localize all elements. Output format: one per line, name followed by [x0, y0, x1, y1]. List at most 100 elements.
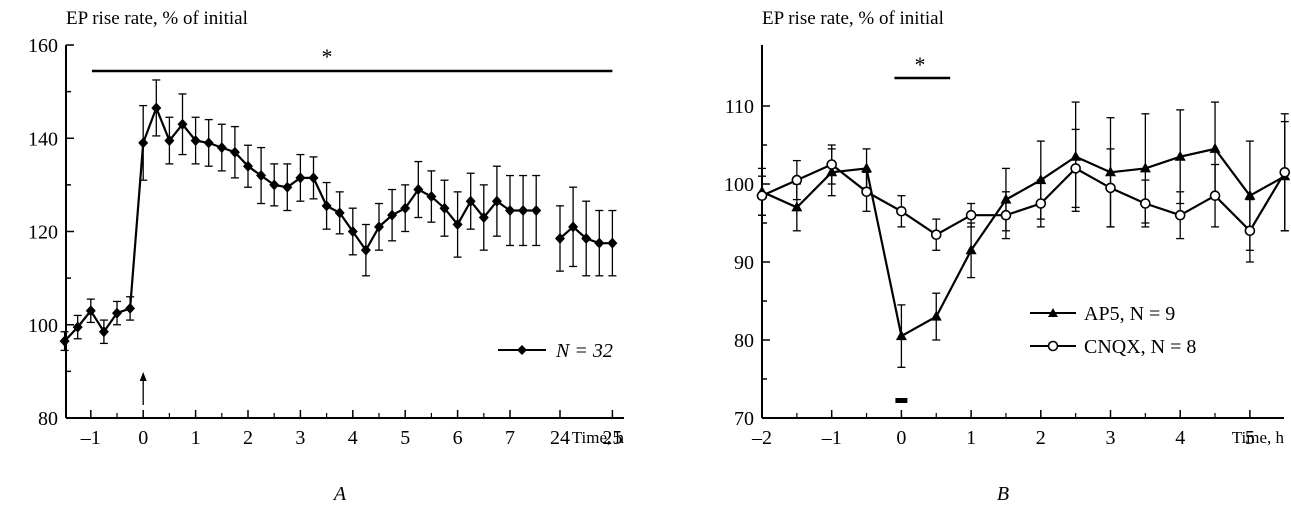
- panel-a-series-line: [63, 104, 537, 342]
- panel-a-data-point: [374, 221, 384, 233]
- panel-b-data-point-ap5: [1070, 150, 1082, 161]
- panel-a-data-point: [607, 237, 618, 249]
- panel-a-legend: N = 32: [498, 340, 613, 362]
- panel-a-data-point: [360, 244, 371, 256]
- panel-b-y-tick-label: 100: [724, 174, 754, 196]
- panel-a-data-point: [98, 326, 109, 338]
- panel-a-data-point: [190, 135, 201, 147]
- panel-a-label: A: [332, 483, 347, 505]
- panel-a-x-tick-label: 5: [400, 427, 410, 449]
- panel-b-data-point-cnqx: [1244, 225, 1256, 237]
- panel-b-data-point-cnqx: [1174, 209, 1186, 221]
- legend-label-ap5: AP5, N = 9: [1084, 303, 1175, 325]
- panel-b-data-point-ap5: [1174, 150, 1186, 161]
- panel-a-y-tick-label: 80: [38, 408, 58, 430]
- panel-b-data-point-ap5: [895, 330, 907, 341]
- panel-a-data-point: [491, 195, 502, 207]
- legend-diamond-marker: [517, 345, 527, 355]
- panel-b-data-point-ap5: [826, 166, 838, 177]
- panel-a-data-point: [125, 302, 136, 314]
- panel-a-data-point: [555, 232, 565, 244]
- panel-a-data-point: [594, 237, 605, 249]
- panel-a-data-point: [151, 102, 162, 114]
- panel-b-series-line-cnqx: [761, 163, 1286, 236]
- panel-b-y-axis-title: EP rise rate, % of initial: [762, 8, 944, 29]
- panel-b-series-line-ap5: [761, 147, 1286, 338]
- panel-b-y-tick-label: 90: [734, 252, 754, 274]
- panel-a-x-tick-label: 2: [243, 427, 253, 449]
- panel-b-x-tick-label: 5: [1245, 427, 1255, 449]
- panel-a-data-point: [531, 205, 542, 217]
- legend-circle-marker: [1047, 340, 1059, 352]
- legend-label-n32: N = 32: [555, 340, 613, 362]
- panel-a-data-point: [85, 305, 96, 317]
- panel-b-data-point-cnqx: [1000, 209, 1012, 221]
- panel-b-data-point-ap5: [1244, 189, 1256, 200]
- panel-a-data-point: [308, 172, 319, 184]
- panel-b-data-point-cnqx: [1140, 198, 1151, 209]
- panel-b-data-point-cnqx: [756, 190, 768, 201]
- panel-a-data-point: [439, 202, 450, 214]
- panel-b-x-tick-label: 4: [1175, 427, 1185, 449]
- panel-b-data-point-ap5: [1139, 162, 1151, 173]
- legend-label-cnqx: CNQX, N = 8: [1084, 336, 1196, 358]
- panel-a-data-point: [72, 321, 83, 333]
- panel-a-y-tick-label: 160: [28, 35, 58, 57]
- panel-b-significance-star: *: [915, 52, 926, 77]
- panel-a-x-tick-label: 3: [295, 427, 305, 449]
- panel-a-x-tick-label: 0: [138, 427, 148, 449]
- panel-b-data-point-cnqx: [861, 186, 872, 198]
- panel-a-data-point: [138, 137, 149, 149]
- panel-a-data-point: [321, 200, 332, 212]
- panel-b-data-point-cnqx: [896, 206, 907, 217]
- panel-a-y-axis-title: EP rise rate, % of initial: [66, 8, 248, 29]
- panel-a-data-point: [505, 205, 515, 217]
- panel-a-data-point: [112, 307, 122, 319]
- panel-b-y-tick-label: 70: [734, 408, 754, 430]
- panel-b-data-point-ap5: [930, 310, 942, 321]
- panel-b-data-point-cnqx: [930, 229, 942, 240]
- panel-a-data-point: [347, 226, 358, 237]
- panel-b-x-tick-label: –1: [821, 427, 842, 449]
- panel-a-x-tick-label: 7: [505, 427, 515, 449]
- panel-b-data-point-ap5: [1105, 166, 1116, 177]
- panel-b-data-point-ap5: [1000, 193, 1012, 204]
- panel-a-data-point: [400, 202, 411, 214]
- panel-a-data-point: [581, 232, 592, 244]
- panel-b-x-axis-title: Time, h: [1232, 428, 1285, 447]
- panel-a-data-point: [413, 184, 424, 196]
- panel-b-data-point-cnqx: [1209, 190, 1221, 201]
- panel-a-data-point: [478, 212, 489, 224]
- panel-a-data-point: [243, 160, 253, 172]
- panel-a-x-tick-label: 25: [602, 427, 622, 449]
- panel-b-data-point-cnqx: [1035, 198, 1047, 209]
- panel-a-data-point: [426, 191, 437, 203]
- panel-a-x-tick-label: 6: [453, 427, 463, 449]
- panel-b-x-tick-label: 2: [1036, 427, 1046, 449]
- panel-a-data-point: [203, 137, 214, 149]
- panel-a-significance-star: *: [322, 44, 333, 69]
- panel-b-x-tick-label: 0: [896, 427, 906, 449]
- panel-b-y-tick-label: 80: [734, 330, 754, 352]
- panel-a-x-tick-label: 4: [348, 427, 358, 449]
- panel-a-x-tick-label: 24: [550, 427, 570, 449]
- panel-a-data-point: [282, 181, 293, 193]
- panel-b-data-point-ap5: [861, 162, 873, 173]
- panel-a-x-tick-label: 1: [191, 427, 201, 449]
- panel-a-data-point: [568, 221, 579, 233]
- panel-b-x-tick-label: 3: [1106, 427, 1116, 449]
- panel-a-data-point: [229, 146, 240, 158]
- panel-a-x-axis-title: Time, h: [572, 428, 625, 447]
- panel-a-stimulus-arrow-head: [139, 372, 147, 381]
- panel-b-data-point-ap5: [965, 244, 977, 255]
- panel-b-data-point-cnqx: [1070, 163, 1081, 174]
- panel-a-data-point: [295, 172, 306, 184]
- panel-a: EP rise rate, % of initial Time, h A N =…: [28, 8, 624, 505]
- panel-b-application-bar: [895, 398, 908, 403]
- panel-a-y-tick-label: 140: [28, 128, 58, 150]
- panel-b-legend: AP5, N = 9 CNQX, N = 8: [1030, 303, 1196, 358]
- panel-a-data-point: [269, 179, 280, 191]
- panel-a-data-point: [59, 335, 70, 347]
- panel-b-data-point-ap5: [1209, 142, 1221, 153]
- panel-b-label: B: [997, 483, 1009, 505]
